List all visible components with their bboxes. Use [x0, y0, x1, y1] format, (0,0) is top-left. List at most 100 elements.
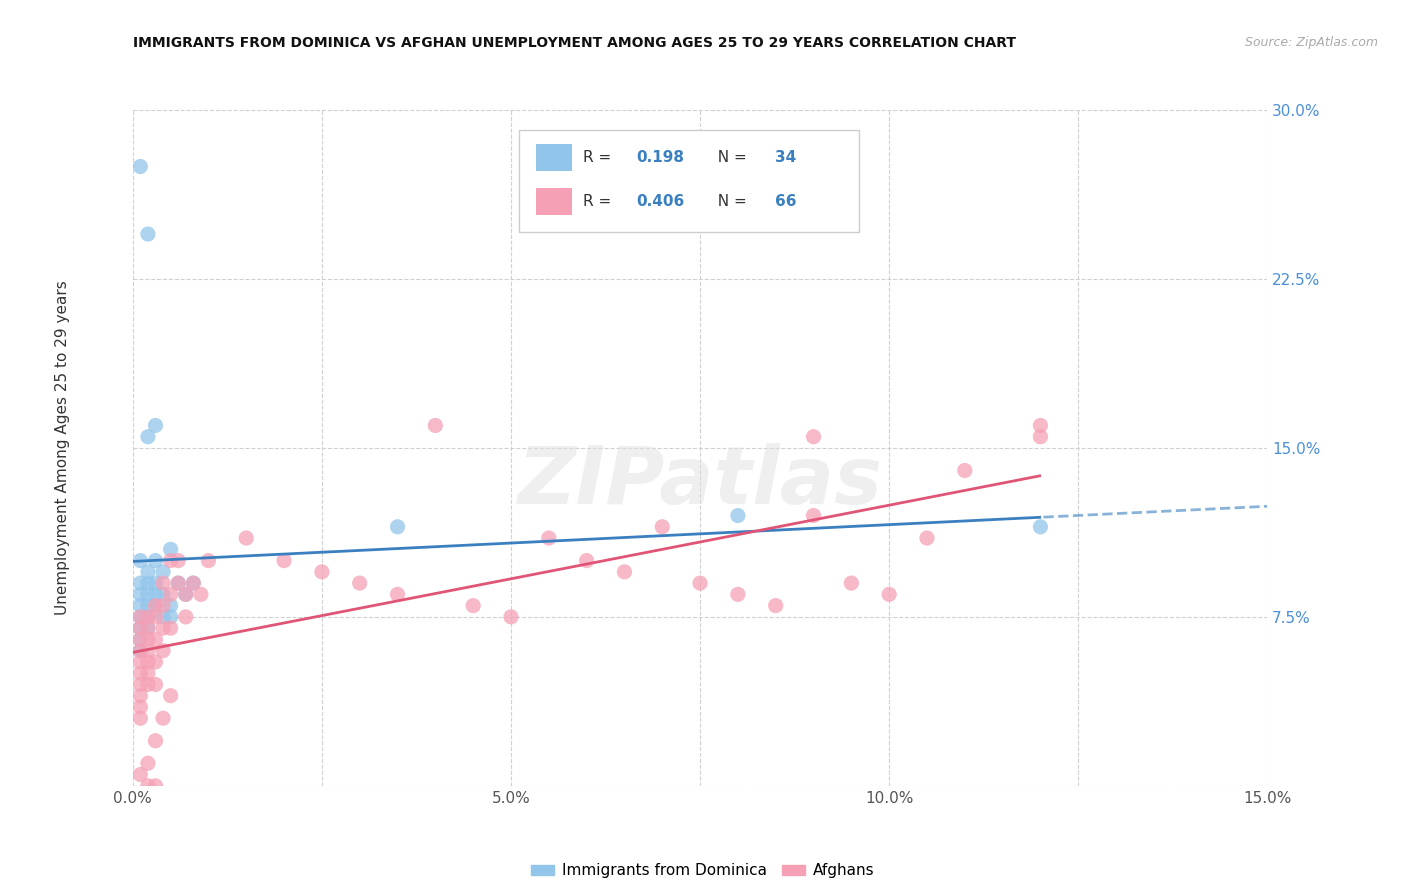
Point [463, 599, 485, 613]
Point [273, 553, 295, 567]
Point [129, 610, 152, 624]
Point [129, 677, 152, 691]
Bar [519, 130, 859, 232]
Point [159, 587, 181, 601]
Point [129, 711, 152, 725]
Point [136, 655, 159, 669]
Point [136, 227, 159, 241]
Point [167, 576, 190, 591]
Point [1029, 418, 1052, 433]
Point [129, 599, 152, 613]
Point [145, 655, 167, 669]
Point [136, 621, 159, 635]
Point [1029, 520, 1052, 534]
Point [174, 587, 197, 601]
Point [129, 689, 152, 703]
Point [174, 610, 197, 624]
Point [136, 610, 159, 624]
Point [145, 779, 167, 793]
Point [145, 677, 167, 691]
Point [499, 610, 522, 624]
Point [129, 610, 152, 624]
Point [129, 553, 152, 567]
Text: 0.406: 0.406 [637, 194, 685, 209]
Point [575, 553, 598, 567]
Bar [536, 188, 572, 215]
Point [136, 666, 159, 681]
Text: R =: R = [583, 150, 621, 165]
Text: 34: 34 [775, 150, 796, 165]
Point [167, 576, 190, 591]
Point [145, 599, 167, 613]
Point [159, 689, 181, 703]
Point [136, 610, 159, 624]
Point [136, 677, 159, 691]
Point [129, 632, 152, 647]
Point [136, 643, 159, 657]
Point [349, 576, 371, 591]
Point [915, 531, 938, 545]
Legend: Immigrants from Dominica, Afghans: Immigrants from Dominica, Afghans [526, 857, 880, 884]
Point [129, 160, 152, 174]
Point [235, 531, 257, 545]
Point [803, 508, 825, 523]
Point [129, 700, 152, 714]
Point [152, 621, 174, 635]
Point [129, 643, 152, 657]
Point [145, 576, 167, 591]
Point [159, 553, 181, 567]
Point [129, 643, 152, 657]
Point [129, 621, 152, 635]
Point [145, 610, 167, 624]
Point [181, 576, 204, 591]
Text: 0.198: 0.198 [637, 150, 685, 165]
Point [136, 632, 159, 647]
Point [174, 587, 197, 601]
Point [136, 599, 159, 613]
Point [145, 599, 167, 613]
Point [129, 767, 152, 781]
Point [136, 756, 159, 771]
Text: Unemployment Among Ages 25 to 29 years: Unemployment Among Ages 25 to 29 years [55, 281, 70, 615]
Point [387, 587, 409, 601]
Point [136, 430, 159, 444]
Point [197, 553, 219, 567]
Point [145, 733, 167, 747]
Point [145, 587, 167, 601]
Point [727, 508, 749, 523]
Point [136, 587, 159, 601]
Point [152, 587, 174, 601]
Point [537, 531, 560, 545]
Point [311, 565, 333, 579]
Point [145, 632, 167, 647]
Bar [536, 144, 572, 171]
Point [152, 576, 174, 591]
Point [159, 599, 181, 613]
Text: N =: N = [709, 194, 752, 209]
Text: R =: R = [583, 194, 621, 209]
Point [129, 632, 152, 647]
Point [129, 576, 152, 591]
Point [145, 553, 167, 567]
Point [841, 576, 863, 591]
Point [689, 576, 711, 591]
Point [1029, 430, 1052, 444]
Point [159, 610, 181, 624]
Point [136, 621, 159, 635]
Point [803, 430, 825, 444]
Point [136, 779, 159, 793]
Point [129, 587, 152, 601]
Point [152, 599, 174, 613]
Point [159, 542, 181, 557]
Point [181, 576, 204, 591]
Point [152, 610, 174, 624]
Text: IMMIGRANTS FROM DOMINICA VS AFGHAN UNEMPLOYMENT AMONG AGES 25 TO 29 YEARS CORREL: IMMIGRANTS FROM DOMINICA VS AFGHAN UNEMP… [132, 36, 1015, 50]
Point [877, 587, 900, 601]
Point [765, 599, 787, 613]
Point [136, 576, 159, 591]
Point [190, 587, 212, 601]
Point [136, 565, 159, 579]
Point [159, 621, 181, 635]
Point [152, 711, 174, 725]
Point [145, 418, 167, 433]
